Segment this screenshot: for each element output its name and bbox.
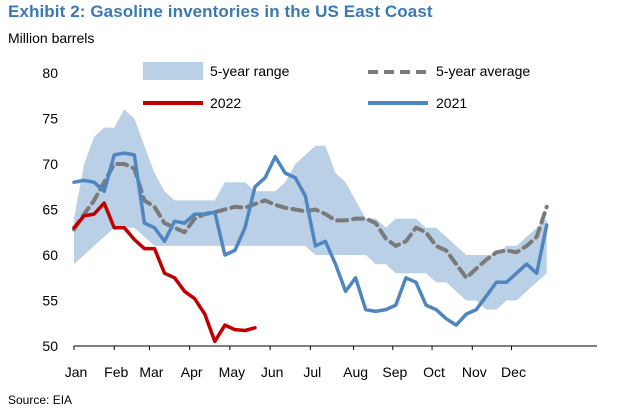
legend-label-average: 5-year average [436,63,530,79]
y-tick-label: 55 [42,293,58,309]
y-tick-label: 70 [42,156,58,172]
line-2021 [72,151,549,327]
y-tick-label: 75 [42,111,58,127]
x-tick-label: Aug [343,364,368,380]
x-tick-label: Sep [382,364,407,380]
legend-label-2022: 2022 [210,95,241,111]
chart-title: Exhibit 2: Gasoline inventories in the U… [8,2,433,21]
x-tick-label: Jan [65,364,88,380]
y-tick-label: 60 [42,247,58,263]
x-tick-label: Feb [104,364,128,380]
x-tick-label: Apr [181,364,203,380]
x-tick-label: Mar [139,364,163,380]
y-axis-unit: Million barrels [8,30,95,46]
x-tick-label: Jul [303,364,321,380]
x-tick-label: Jun [261,364,284,380]
y-tick-label: 80 [42,65,58,81]
x-tick-label: Dec [501,364,526,380]
average-line [72,162,549,280]
x-tick-label: Nov [462,364,487,380]
y-tick-label: 65 [42,202,58,218]
y-tick-labels: 50 55 60 65 70 75 80 [42,65,58,354]
series-lines-layer [72,151,549,344]
y-tick-label: 50 [42,338,58,354]
x-tick-labels: Jan Feb Mar Apr May Jun Jul Aug Sep Oct Nov Dec [65,346,526,380]
legend-label-range: 5-year range [210,63,290,79]
line-2022 [72,201,257,344]
x-tick-label: Oct [423,364,445,380]
x-tick-label: May [219,364,245,380]
legend: 5-year range 5-year average 2022 2021 [143,62,530,111]
legend-swatch-range [143,62,203,80]
legend-label-2021: 2021 [436,95,467,111]
source-note: Source: EIA [8,393,73,407]
